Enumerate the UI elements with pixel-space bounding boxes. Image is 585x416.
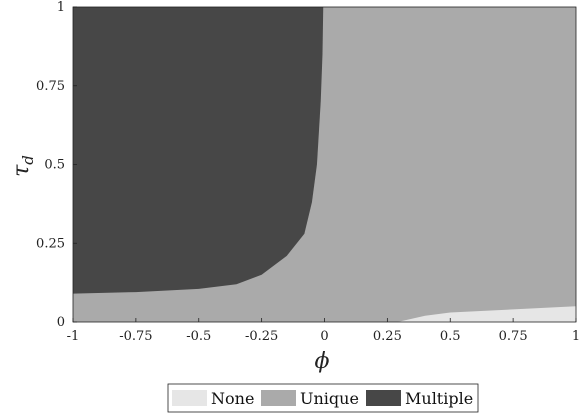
y-axis-label-main: τ [9, 164, 34, 177]
legend-swatch-unique [261, 390, 296, 406]
none-region [397, 306, 576, 322]
y-tick-label: 1 [57, 0, 65, 15]
x-tick-label: 0.5 [440, 329, 461, 344]
x-axis-label: ϕ [315, 349, 330, 374]
y-tick-label: 0.5 [44, 158, 65, 173]
y-axis-ticks: 0 0.25 0.5 0.75 1 [36, 0, 77, 330]
legend-label-unique: Unique [300, 389, 359, 408]
legend-swatch-none [172, 390, 207, 406]
x-tick-label: 0 [320, 329, 328, 344]
x-tick-label: 0.75 [499, 329, 528, 344]
x-tick-label: -0.75 [119, 329, 152, 344]
legend: None Unique Multiple [167, 383, 479, 413]
x-tick-label: -0.5 [186, 329, 211, 344]
x-tick-label: -1 [67, 329, 80, 344]
plot-area [72, 6, 577, 323]
multiple-region [73, 7, 324, 294]
legend-swatch-multiple [366, 390, 401, 406]
y-tick-label: 0.25 [36, 236, 65, 251]
legend-label-multiple: Multiple [405, 389, 473, 408]
legend-box [167, 383, 479, 413]
legend-label-none: None [211, 389, 254, 408]
x-tick-label: 0.25 [373, 329, 402, 344]
x-tick-label: 1 [572, 329, 580, 344]
y-axis-label-subscript: d [19, 155, 37, 165]
y-axis-label: τd [9, 155, 37, 177]
y-tick-label: 0.75 [36, 79, 65, 94]
x-axis-ticks: -1 -0.75 -0.5 -0.25 0 0.25 0.5 0.75 1 [67, 318, 580, 344]
x-tick-label: -0.25 [245, 329, 278, 344]
y-tick-label: 0 [57, 315, 65, 330]
